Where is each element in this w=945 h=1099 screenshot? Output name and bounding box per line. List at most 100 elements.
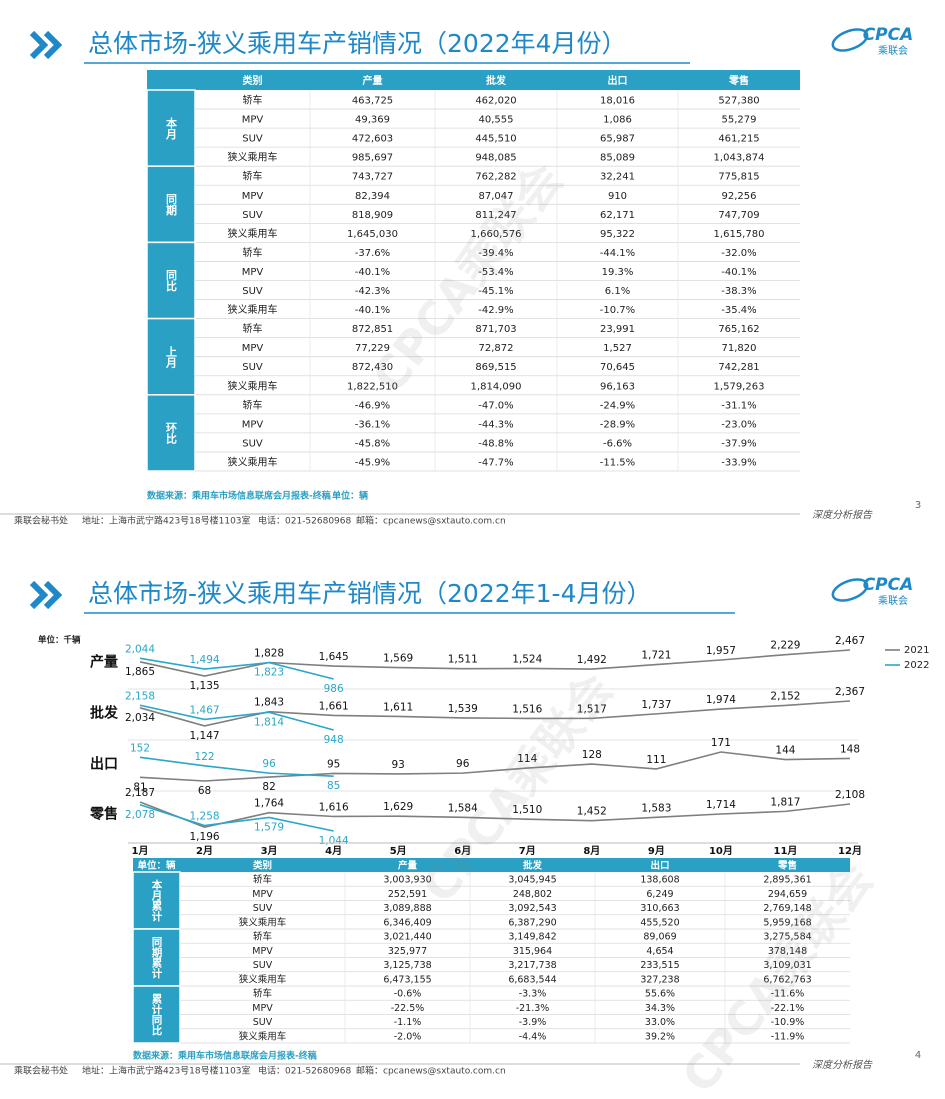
- table-cell: 248,802: [513, 889, 552, 900]
- data-label: 122: [195, 751, 215, 763]
- table-cell: 1,615,780: [714, 229, 765, 240]
- table-cell: -2.0%: [394, 1031, 422, 1042]
- table-cell: 狭义乘用车: [228, 227, 278, 240]
- table-cell: MPV: [242, 115, 264, 126]
- table-cell: MPV: [242, 343, 264, 354]
- table-cell: 1,043,874: [714, 153, 765, 164]
- group-label: 本月: [165, 116, 179, 140]
- data-label: 1,524: [512, 653, 542, 665]
- table-cell: 3,092,543: [508, 903, 556, 914]
- table-cell: -45.9%: [355, 457, 390, 468]
- data-label: 1,817: [770, 796, 800, 808]
- table-cell: 39.2%: [645, 1031, 675, 1042]
- table-cell: 55,279: [722, 115, 757, 126]
- table-header-cell: 单位：辆: [137, 860, 176, 872]
- data-label: 95: [327, 758, 340, 770]
- slide-title: 总体市场-狭义乘用车产销情况（2022年4月份）: [88, 29, 627, 58]
- footer-address: 地址：上海市武宁路423号18号楼1103室: [82, 1065, 251, 1077]
- data-label: 1,147: [190, 730, 220, 742]
- table-cell: MPV: [252, 946, 273, 957]
- table-cell: 462,020: [475, 96, 516, 107]
- data-label: 68: [198, 785, 211, 797]
- table-header-cell: 出口: [608, 74, 628, 87]
- data-label: 1,492: [577, 654, 607, 666]
- table-cell: 狭义乘用车: [239, 973, 287, 985]
- table-cell: 77,229: [355, 343, 390, 354]
- x-tick-label: 8月: [583, 845, 600, 857]
- table-cell: 轿车: [243, 398, 263, 411]
- table-header-cell: 批发: [486, 74, 507, 87]
- legend-label: 2021: [904, 645, 929, 656]
- table-cell: 1,814,090: [471, 381, 522, 392]
- table-cell: SUV: [242, 362, 263, 373]
- table-cell: 70,645: [600, 362, 635, 373]
- legend-label: 2022: [904, 660, 929, 671]
- table-cell: 33.0%: [645, 1017, 675, 1028]
- table-cell: 3,021,440: [383, 932, 431, 943]
- table-cell: 6,762,763: [763, 974, 811, 985]
- table-header-cell: 产量: [398, 860, 418, 872]
- series-line: [139, 804, 334, 832]
- data-label: 2,034: [125, 712, 155, 724]
- series-line: [139, 756, 334, 778]
- table-cell: 72,872: [479, 343, 514, 354]
- table-cell: -11.6%: [771, 989, 805, 1000]
- data-label: 1,814: [254, 716, 284, 728]
- table-cell: 472,603: [352, 134, 393, 145]
- data-label: 1,764: [254, 798, 284, 810]
- table-cell: 869,515: [475, 362, 516, 373]
- table-cell: 6.1%: [605, 286, 630, 297]
- table-cell: -0.6%: [394, 989, 422, 1000]
- table-cell: 985,697: [352, 153, 393, 164]
- data-label: 1,044: [319, 835, 349, 847]
- table-header-cell: 零售: [777, 860, 797, 872]
- table-cell: 85,089: [600, 153, 635, 164]
- data-label: 1,714: [706, 799, 736, 811]
- table-cell: 818,909: [352, 210, 393, 221]
- table-cell: 89,069: [643, 932, 676, 943]
- table-cell: 轿车: [253, 874, 272, 886]
- table-cell: -10.9%: [771, 1017, 805, 1028]
- data-label: 152: [130, 742, 150, 754]
- table-cell: -40.1%: [355, 267, 390, 278]
- table-cell: SUV: [242, 134, 263, 145]
- table-cell: MPV: [242, 419, 264, 430]
- logo-sub: 乘联会: [878, 594, 908, 607]
- table-cell: 轿车: [243, 322, 263, 335]
- table-cell: 1,527: [603, 343, 632, 354]
- data-label: 948: [324, 734, 344, 746]
- x-tick-label: 6月: [454, 845, 471, 857]
- table-cell: 狭义乘用车: [228, 379, 278, 392]
- table-cell: 82,394: [355, 191, 390, 202]
- group-label: 上月: [165, 344, 179, 368]
- table-cell: 狭义乘用车: [239, 916, 287, 928]
- data-label: 2,044: [125, 643, 155, 655]
- table-cell: -1.1%: [394, 1017, 422, 1028]
- table-cell: 95,322: [600, 229, 635, 240]
- table-cell: -45.8%: [355, 438, 390, 449]
- source-note: 数据来源：乘用车市场信息联席会月报表-终稿: [147, 490, 331, 502]
- series-line: [139, 657, 334, 680]
- table-cell: SUV: [242, 210, 263, 221]
- panel-label: 出口: [90, 756, 118, 773]
- source-note: 数据来源：乘用车市场信息联席会月报表-终稿: [133, 1050, 317, 1062]
- table-cell: -45.1%: [478, 286, 513, 297]
- table-cell: 轿车: [253, 988, 272, 1000]
- table-cell: 3,003,930: [383, 875, 431, 886]
- data-label: 1,645: [319, 651, 349, 663]
- table-header-bg: [133, 858, 850, 872]
- data-label: 1,494: [190, 654, 220, 666]
- panel-label: 批发: [90, 705, 119, 722]
- table-cell: -11.9%: [771, 1031, 805, 1042]
- table-cell: -42.3%: [355, 286, 390, 297]
- data-label: 1,467: [190, 704, 220, 716]
- series-line: [139, 700, 851, 727]
- table-header-bg: [147, 70, 800, 90]
- table-cell: 2,769,148: [763, 903, 811, 914]
- table-cell: -48.8%: [478, 438, 513, 449]
- group-label: 本月累计: [151, 879, 163, 923]
- table-header-cell: 产量: [363, 74, 383, 87]
- logo-sub: 乘联会: [878, 44, 908, 57]
- table-cell: 252,591: [388, 889, 427, 900]
